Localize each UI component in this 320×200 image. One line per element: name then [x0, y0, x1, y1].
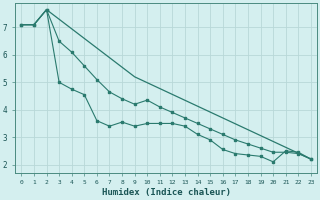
X-axis label: Humidex (Indice chaleur): Humidex (Indice chaleur)	[102, 188, 231, 197]
